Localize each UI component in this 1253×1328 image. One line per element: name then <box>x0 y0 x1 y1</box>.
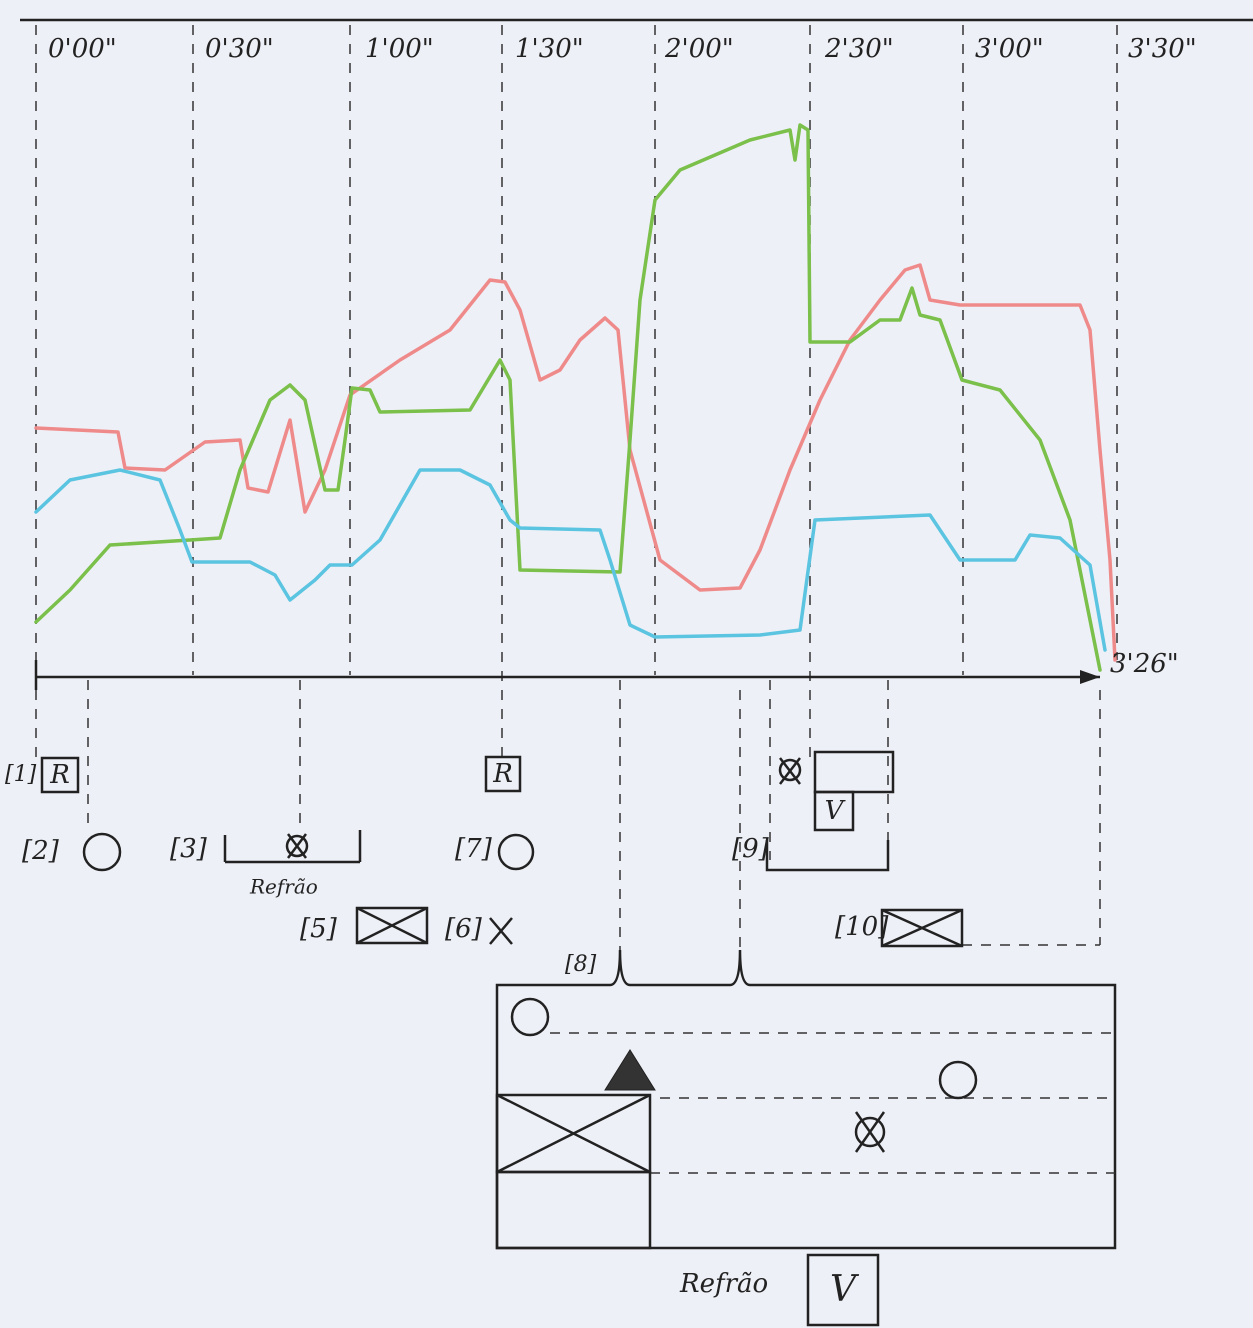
red-curve <box>36 265 1115 660</box>
bracket <box>767 840 888 870</box>
marker-box-label: R <box>492 759 513 789</box>
grid <box>36 25 1117 760</box>
hatched-box <box>815 752 893 792</box>
note: Refrão <box>249 875 318 899</box>
bracket <box>225 830 360 862</box>
blue-curve <box>36 470 1105 650</box>
sketch: 0'00" 0'30" 1'00" 1'30" 2'00" 2'30" 3'00… <box>0 0 1253 1328</box>
end-label: 3'26" <box>1110 649 1179 679</box>
markers: [1] R [2] [3] Refrão [5] [6] R [7] V [9]… <box>5 752 962 977</box>
circle-icon <box>499 835 533 869</box>
time-label: 3'30" <box>1128 34 1197 64</box>
marker-label: [5] <box>300 914 338 944</box>
cross <box>357 908 427 943</box>
marker-label: [2] <box>22 836 60 866</box>
cross <box>882 910 962 946</box>
axis-arrow <box>1080 670 1100 684</box>
time-label: 0'00" <box>48 34 117 64</box>
circle-icon <box>84 834 120 870</box>
marker-label: [3] <box>170 834 208 864</box>
marker-label: [9] <box>732 834 770 864</box>
marker-label: [6] <box>445 914 483 944</box>
time-label: 2'30" <box>824 34 894 64</box>
marker-box-label: R <box>49 760 70 790</box>
time-label: 1'30" <box>515 34 584 64</box>
time-label: 1'00" <box>365 34 434 64</box>
time-label: 2'00" <box>664 34 734 64</box>
section-8 <box>497 950 1115 1248</box>
footer-box-label: V <box>830 1269 860 1310</box>
footer-label: Refrão <box>679 1269 768 1299</box>
marker-label: [8] <box>565 952 597 977</box>
green-curve <box>36 125 1100 670</box>
cross <box>490 918 512 944</box>
time-label: 0'30" <box>205 34 274 64</box>
marker-label: [7] <box>455 834 493 864</box>
marker-label: [1] <box>5 762 37 787</box>
time-labels: 0'00" 0'30" 1'00" 1'30" 2'00" 2'30" 3'00… <box>48 34 1197 64</box>
marker-box-label: V <box>825 796 846 826</box>
time-label: 3'00" <box>975 34 1044 64</box>
cross <box>288 834 306 858</box>
